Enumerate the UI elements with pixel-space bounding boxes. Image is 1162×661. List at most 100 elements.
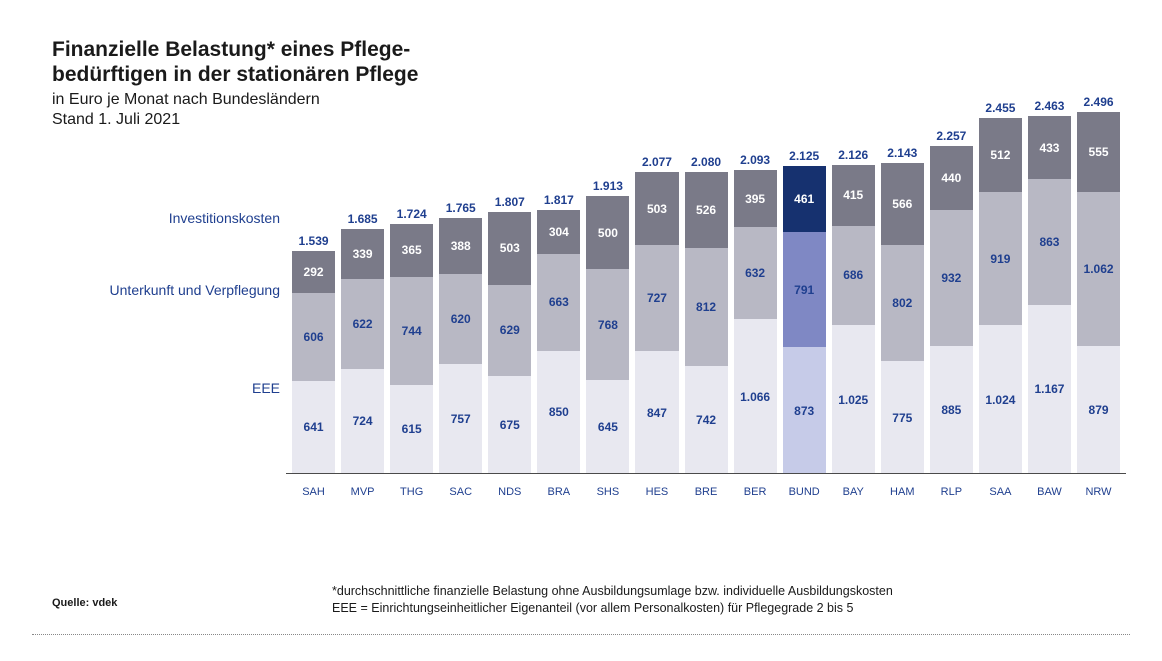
bar-segment-eee: 847 xyxy=(635,351,678,474)
chart-area: 1.5396416062921.6857246223391.7246157443… xyxy=(292,82,1120,502)
bar-segment-unterkunft: 632 xyxy=(734,227,777,319)
bar-segment-invest: 388 xyxy=(439,218,482,274)
footnote-line-2: EEE = Einrichtungseinheitlicher Eigenant… xyxy=(332,600,893,617)
bar-segment-invest: 440 xyxy=(930,146,973,210)
bar-col: 1.765 757620388 xyxy=(439,201,482,474)
x-axis-label: BRE xyxy=(685,486,728,498)
x-axis-label: THG xyxy=(390,486,433,498)
x-axis-label: RLP xyxy=(930,486,973,498)
bar-stack: 615744365 xyxy=(390,224,433,474)
bar-segment-unterkunft: 919 xyxy=(979,192,1022,325)
x-axis-label: BER xyxy=(734,486,777,498)
x-axis-label: HAM xyxy=(881,486,924,498)
bar-segment-invest: 503 xyxy=(635,172,678,245)
bar-stack: 742812526 xyxy=(685,172,728,474)
source-label: Quelle: vdek xyxy=(52,597,117,609)
bar-stack: 645768500 xyxy=(586,196,629,474)
x-axis-label: BRA xyxy=(537,486,580,498)
bar-segment-unterkunft: 1.062 xyxy=(1077,192,1120,346)
bar-segment-invest: 395 xyxy=(734,170,777,227)
bar-col: 1.817850663304 xyxy=(537,193,580,474)
bar-segment-unterkunft: 727 xyxy=(635,245,678,351)
bar-stack: 873791461 xyxy=(783,166,826,474)
bar-segment-eee: 1.167 xyxy=(1028,305,1071,474)
bar-stack: 675629503 xyxy=(488,212,531,474)
bar-segment-eee: 615 xyxy=(390,385,433,474)
bar-stack: 847727503 xyxy=(635,172,678,474)
bar-total-label: 1.724 xyxy=(397,207,427,221)
bar-segment-unterkunft: 629 xyxy=(488,285,531,376)
bars-row: 1.5396416062921.6857246223391.7246157443… xyxy=(292,82,1120,474)
title-line-1: Finanzielle Belastung* eines Pflege- xyxy=(52,38,472,63)
legend-invest: Investitionskosten xyxy=(169,210,280,226)
dotted-rule xyxy=(32,634,1130,635)
x-axis-label: SAC xyxy=(439,486,482,498)
bar-col: 2.080 742812526 xyxy=(685,155,728,474)
bar-segment-unterkunft: 768 xyxy=(586,269,629,381)
bar-segment-eee: 675 xyxy=(488,376,531,474)
x-axis-label: NDS xyxy=(488,486,531,498)
x-axis-label: BAW xyxy=(1028,486,1071,498)
bar-segment-invest: 555 xyxy=(1077,112,1120,193)
bar-segment-invest: 433 xyxy=(1028,116,1071,179)
bar-col: 1.913 645768500 xyxy=(586,179,629,474)
bar-col: 2.4968791.062555 xyxy=(1077,95,1120,474)
bar-col: 2.0931.066632395 xyxy=(734,153,777,474)
bar-segment-unterkunft: 686 xyxy=(832,226,875,326)
bar-total-label: 1.765 xyxy=(446,201,476,215)
bar-col: 2.4631.167863433 xyxy=(1028,99,1071,474)
bar-segment-eee: 885 xyxy=(930,346,973,474)
x-axis-label: BAY xyxy=(832,486,875,498)
bar-stack: 1.024919512 xyxy=(979,118,1022,474)
bar-total-label: 2.455 xyxy=(985,101,1015,115)
bar-total-label: 2.080 xyxy=(691,155,721,169)
bar-stack: 8791.062555 xyxy=(1077,112,1120,474)
bar-segment-eee: 645 xyxy=(586,380,629,474)
x-axis-label: HES xyxy=(635,486,678,498)
bar-segment-invest: 500 xyxy=(586,196,629,269)
bar-segment-invest: 526 xyxy=(685,172,728,248)
bar-total-label: 1.807 xyxy=(495,195,525,209)
bar-col: 2.455 1.024919512 xyxy=(979,101,1022,474)
x-axis-label: BUND xyxy=(783,486,826,498)
bar-total-label: 2.125 xyxy=(789,149,819,163)
bar-total-label: 2.257 xyxy=(936,129,966,143)
bar-col: 1.539 641606292 xyxy=(292,234,335,474)
bar-segment-invest: 415 xyxy=(832,165,875,225)
bar-segment-eee: 641 xyxy=(292,381,335,474)
bar-segment-unterkunft: 663 xyxy=(537,254,580,350)
bar-col: 2.125 873791461 xyxy=(783,149,826,474)
bar-segment-invest: 566 xyxy=(881,163,924,245)
x-axis-label: NRW xyxy=(1077,486,1120,498)
bar-total-label: 1.913 xyxy=(593,179,623,193)
bar-col: 1.724 615744365 xyxy=(390,207,433,474)
bar-total-label: 2.463 xyxy=(1034,99,1064,113)
footnote: *durchschnittliche finanzielle Belastung… xyxy=(332,583,893,617)
bar-total-label: 2.077 xyxy=(642,155,672,169)
bar-segment-eee: 879 xyxy=(1077,346,1120,474)
bar-segment-invest: 304 xyxy=(537,210,580,254)
bar-segment-eee: 724 xyxy=(341,369,384,474)
bar-segment-unterkunft: 620 xyxy=(439,274,482,364)
bar-stack: 885932440 xyxy=(930,146,973,474)
bar-segment-eee: 742 xyxy=(685,366,728,474)
bar-stack: 641606292 xyxy=(292,251,335,474)
footnote-line-1: *durchschnittliche finanzielle Belastung… xyxy=(332,583,893,600)
bar-segment-invest: 292 xyxy=(292,251,335,293)
bar-segment-unterkunft: 606 xyxy=(292,293,335,381)
x-axis-label: MVP xyxy=(341,486,384,498)
bar-segment-unterkunft: 622 xyxy=(341,279,384,369)
bar-total-label: 1.539 xyxy=(299,234,329,248)
bar-col: 2.077 847727503 xyxy=(635,155,678,474)
x-axis-label: SAH xyxy=(292,486,335,498)
x-axis-label: SHS xyxy=(586,486,629,498)
bar-segment-eee: 757 xyxy=(439,364,482,474)
bar-segment-unterkunft: 812 xyxy=(685,248,728,366)
bar-col: 2.1261.025686415 xyxy=(832,148,875,474)
bar-col: 2.257 885932440 xyxy=(930,129,973,474)
bar-segment-eee: 1.066 xyxy=(734,319,777,474)
bar-segment-unterkunft: 802 xyxy=(881,245,924,361)
bar-total-label: 1.685 xyxy=(348,212,378,226)
bar-segment-eee: 775 xyxy=(881,361,924,474)
bar-col: 1.807 675629503 xyxy=(488,195,531,474)
